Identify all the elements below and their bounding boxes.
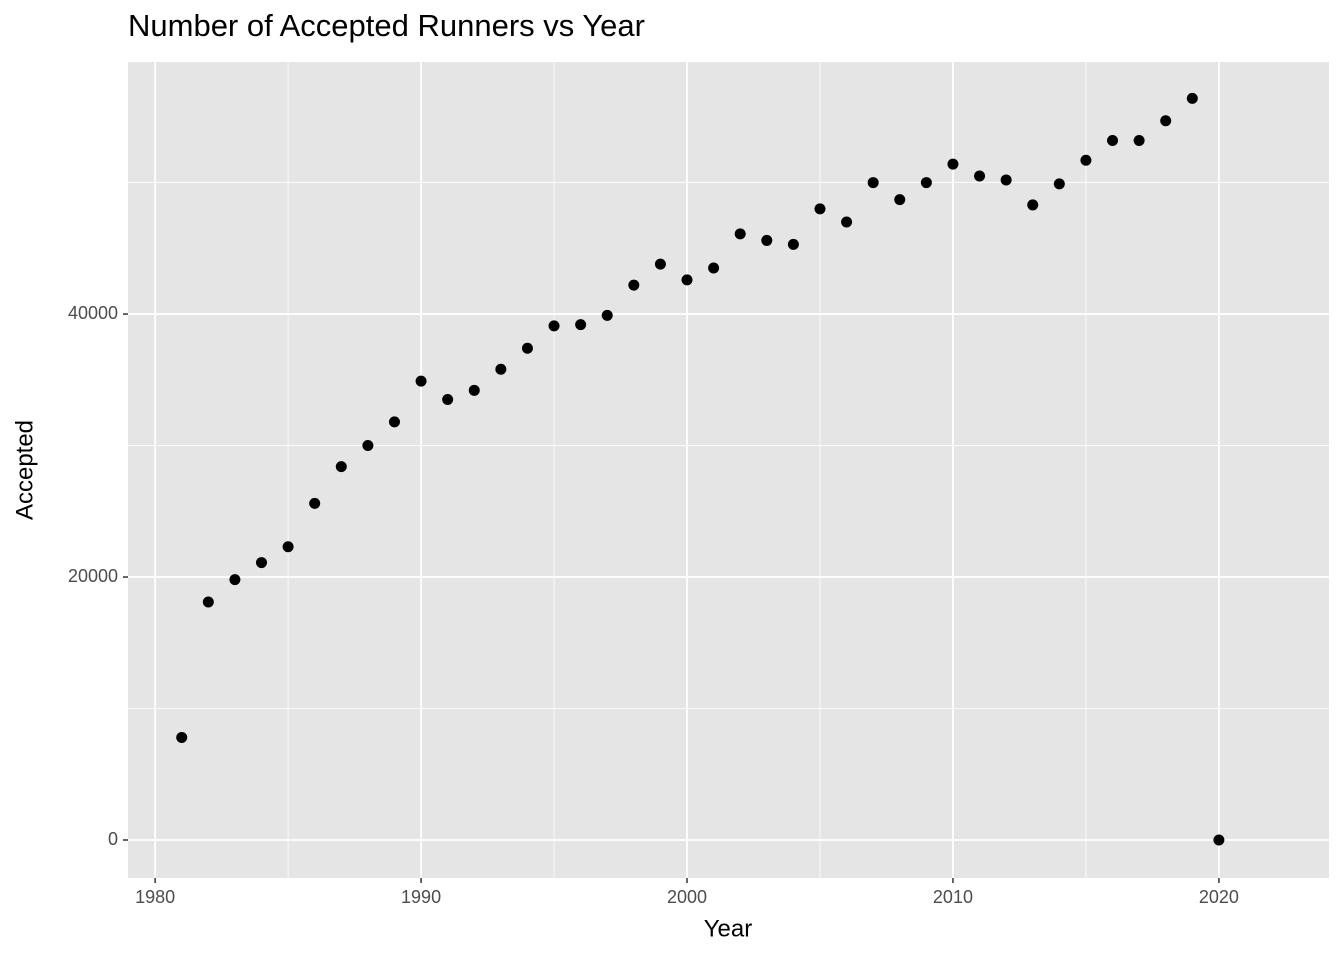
point: [1027, 199, 1039, 211]
point: [202, 596, 214, 608]
point: [1000, 174, 1012, 186]
point: [495, 363, 507, 375]
point: [1213, 834, 1225, 846]
y-tick-label: 40000: [68, 303, 118, 323]
point: [176, 731, 188, 743]
x-tick-label: 1990: [401, 887, 441, 907]
point: [335, 461, 347, 473]
point: [814, 203, 826, 215]
point: [894, 194, 906, 206]
point: [654, 258, 666, 270]
x-tick-label: 2010: [933, 887, 973, 907]
point: [229, 574, 241, 586]
point: [681, 274, 693, 286]
x-tick-label: 2020: [1199, 887, 1239, 907]
point: [734, 228, 746, 240]
point: [282, 541, 294, 553]
point: [628, 279, 640, 291]
y-tick-label: 20000: [68, 566, 118, 586]
panel: [128, 62, 1329, 878]
point: [601, 309, 613, 321]
point: [787, 238, 799, 250]
y-axis-label: Accepted: [11, 420, 38, 520]
chart-title: Number of Accepted Runners vs Year: [128, 8, 645, 43]
point: [867, 177, 879, 189]
y-tick-label: 0: [108, 829, 118, 849]
point: [256, 557, 268, 569]
point: [841, 216, 853, 228]
point: [1053, 178, 1065, 190]
point: [442, 394, 454, 406]
point: [309, 497, 321, 509]
point: [521, 342, 533, 354]
point: [575, 319, 587, 331]
point: [708, 262, 720, 274]
point: [974, 170, 986, 182]
point: [1133, 134, 1145, 146]
point: [761, 234, 773, 246]
point: [1186, 92, 1198, 104]
x-tick-label: 1980: [135, 887, 175, 907]
point: [1107, 134, 1119, 146]
point: [362, 440, 374, 452]
x-axis-label: Year: [704, 915, 753, 942]
point: [920, 177, 932, 189]
point: [415, 375, 427, 387]
x-tick-label: 2000: [667, 887, 707, 907]
point: [468, 384, 480, 396]
point: [548, 320, 560, 332]
point: [1160, 115, 1172, 127]
point: [388, 416, 400, 428]
point: [947, 158, 959, 170]
point: [1080, 154, 1092, 166]
